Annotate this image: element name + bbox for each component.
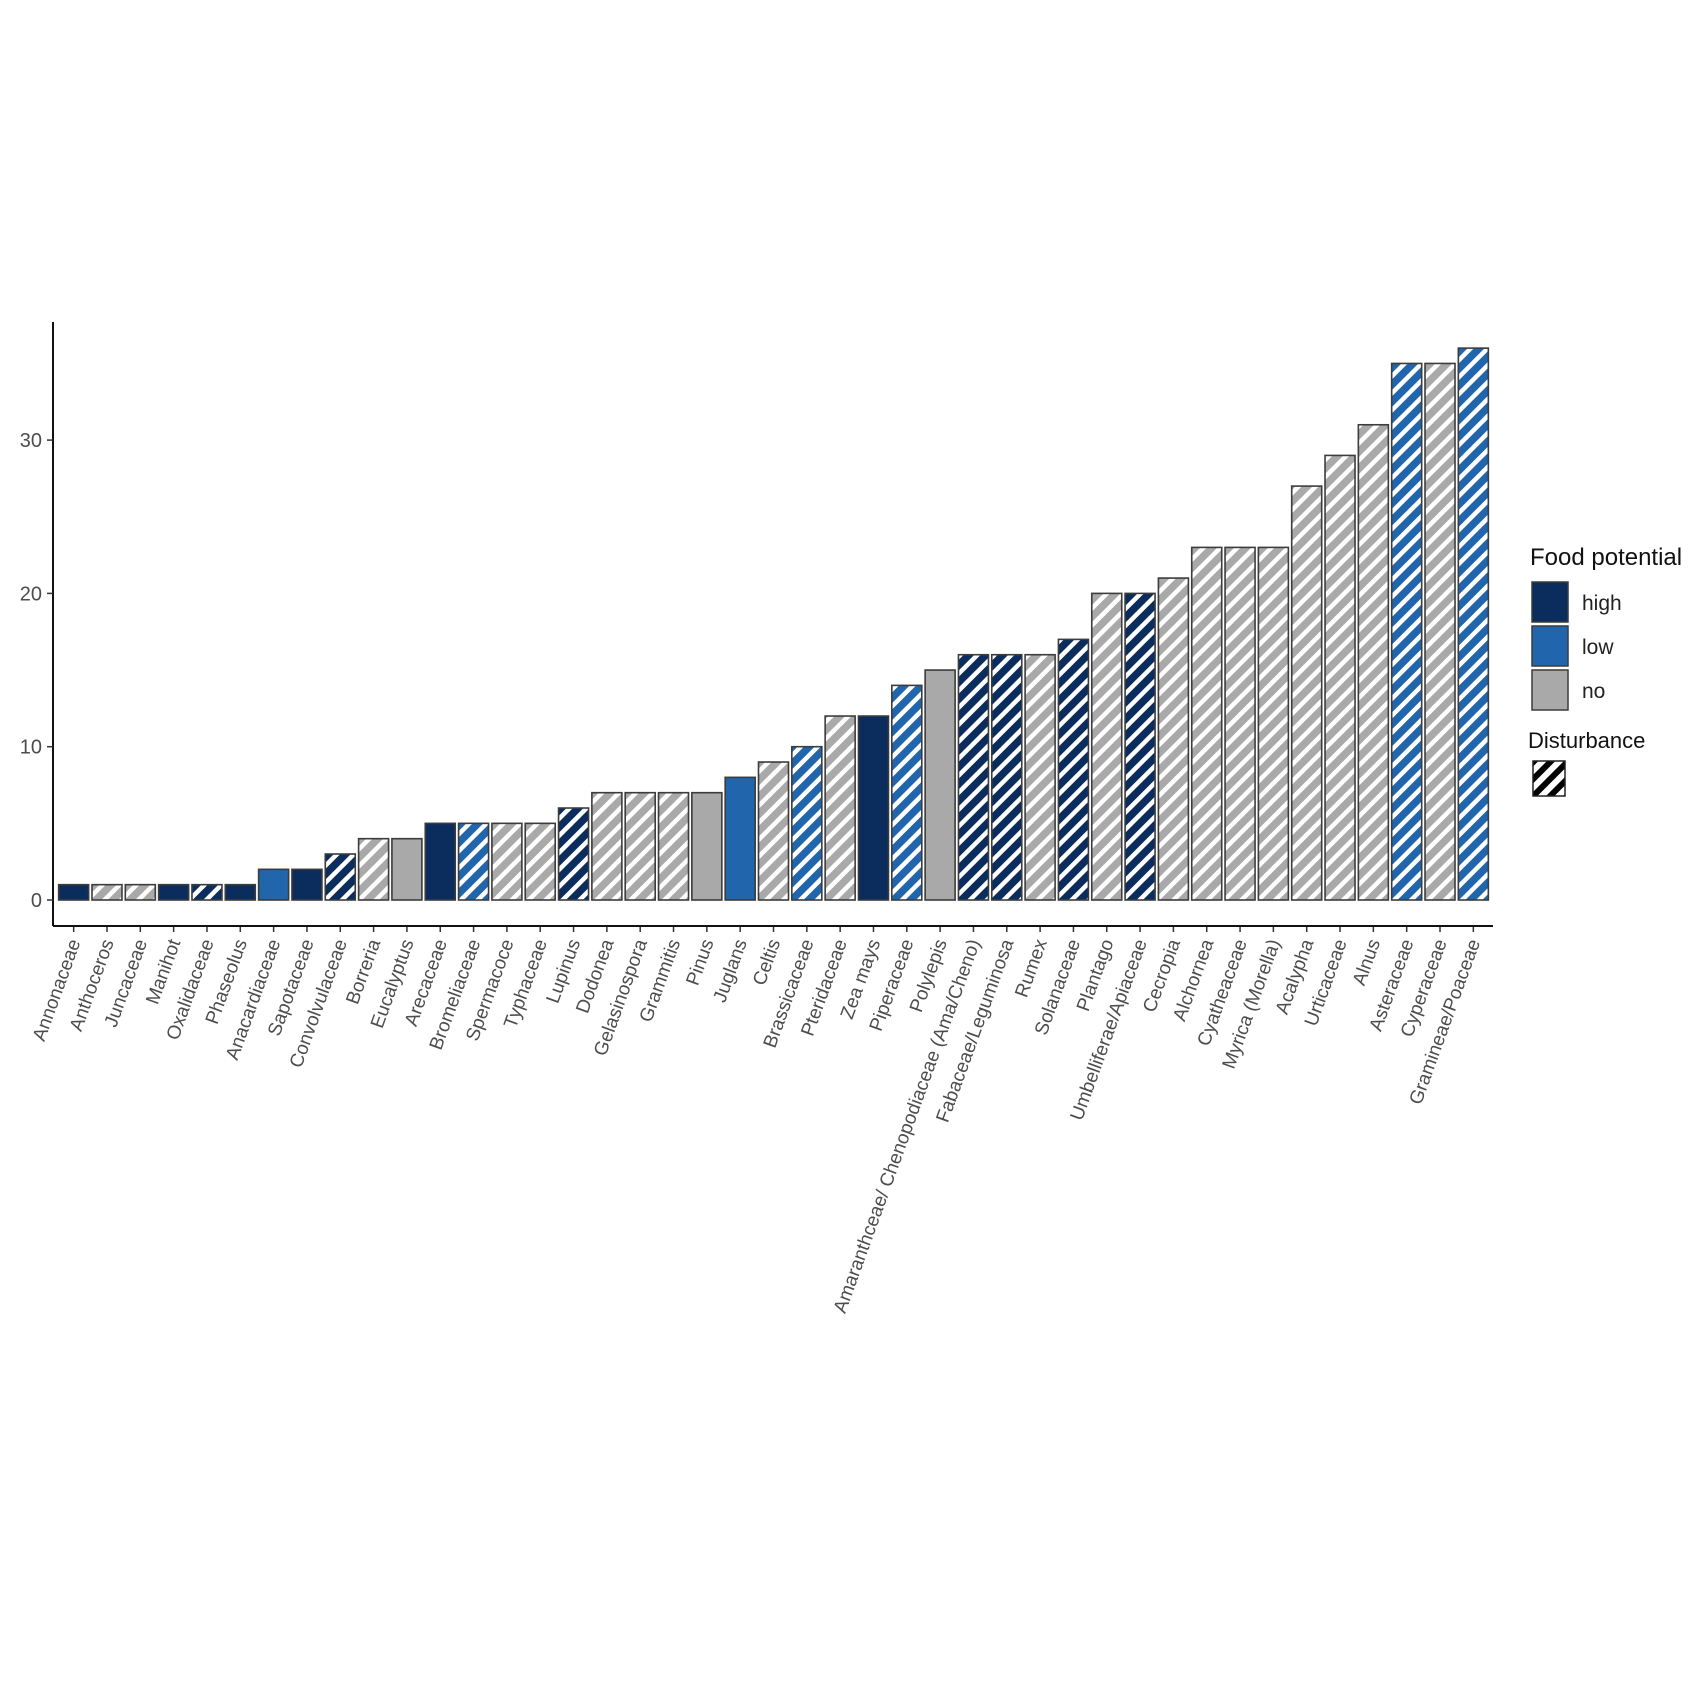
y-tick-label: 10	[20, 737, 42, 759]
bar-brassicaceae	[791, 745, 823, 901]
bar-alnus	[1357, 423, 1390, 901]
bar-pteridaceae	[824, 715, 856, 901]
legend-swatch-no	[1531, 669, 1569, 711]
bar-cyatheaceae	[1224, 546, 1256, 901]
legend-label-no: no	[1582, 680, 1605, 703]
x-tick-label: Pinus	[683, 937, 719, 989]
bar-pinus	[691, 791, 723, 901]
bar-phaseolus	[224, 883, 257, 901]
y-tick-label: 30	[20, 430, 42, 452]
y-axis: 0 10 20 30	[20, 322, 54, 926]
bar-oxalidaceae	[191, 883, 223, 901]
y-tick-label: 0	[31, 890, 42, 912]
bar-anacardiaceae	[257, 868, 290, 901]
bar-typhaceae	[524, 822, 557, 901]
bar-plantago	[1090, 592, 1123, 901]
bar-spermacoce	[491, 822, 523, 901]
bar-zea-mays	[857, 715, 890, 901]
y-tick-label: 20	[20, 583, 42, 605]
bar-solanaceae	[1057, 638, 1090, 901]
bar-dodonea	[591, 791, 623, 901]
bar-borreria	[357, 837, 390, 901]
bar-piperaceae	[891, 684, 923, 901]
legend-food-title: Food potential	[1530, 544, 1682, 571]
bar-cyperaceae	[1424, 362, 1456, 901]
legend: Food potential high low no Disturbance	[1528, 544, 1682, 797]
bar-convolvulaceae	[324, 853, 357, 901]
bar-asteraceae	[1390, 362, 1423, 901]
bar-arecaceae	[424, 822, 457, 901]
bar-bromeliaceae	[457, 822, 490, 901]
legend-swatch-low	[1531, 625, 1569, 667]
bars-group	[57, 347, 1490, 901]
bar-myrica-morella	[1257, 546, 1290, 901]
bar-juglans	[724, 776, 756, 901]
bar-celtis	[757, 761, 790, 901]
bar-manihot	[157, 883, 190, 901]
bar-acalypha	[1290, 485, 1323, 901]
bar-umbelliferae-apiaceae	[1124, 592, 1156, 901]
bar-grammitis	[657, 791, 690, 901]
bar-eucalyptus	[391, 837, 423, 901]
x-axis: AnnonaceaeAnthocerosJuncaceaeManihotOxal…	[29, 925, 1493, 1316]
x-tick-label: Celtis	[749, 937, 785, 989]
legend-label-high: high	[1582, 592, 1622, 615]
bar-gelasinospora	[624, 791, 656, 901]
x-tick-label: Alnus	[1349, 937, 1385, 989]
bar-cecropia	[1157, 577, 1190, 901]
bar-polylepis	[924, 669, 956, 901]
legend-swatch-high	[1531, 581, 1569, 623]
bar-alchornea	[1190, 546, 1223, 901]
bar-juncaceae	[124, 883, 157, 901]
bar-sapotaceae	[291, 868, 323, 901]
legend-swatch-disturbance	[1532, 760, 1566, 797]
bar-gramineae-poaceae	[1457, 347, 1490, 901]
bar-rumex	[1024, 653, 1056, 901]
legend-disturbance-title: Disturbance	[1528, 728, 1645, 753]
bar-anthoceros	[91, 883, 123, 901]
bar-amaranthceae-chenopodiaceae-ama-cheno	[957, 653, 990, 901]
bar-urticaceae	[1324, 454, 1356, 901]
bar-annonaceae	[57, 883, 90, 901]
bar-fabaceae-leguminosa	[990, 653, 1023, 901]
bar-lupinus	[557, 807, 590, 901]
legend-label-low: low	[1582, 636, 1614, 659]
